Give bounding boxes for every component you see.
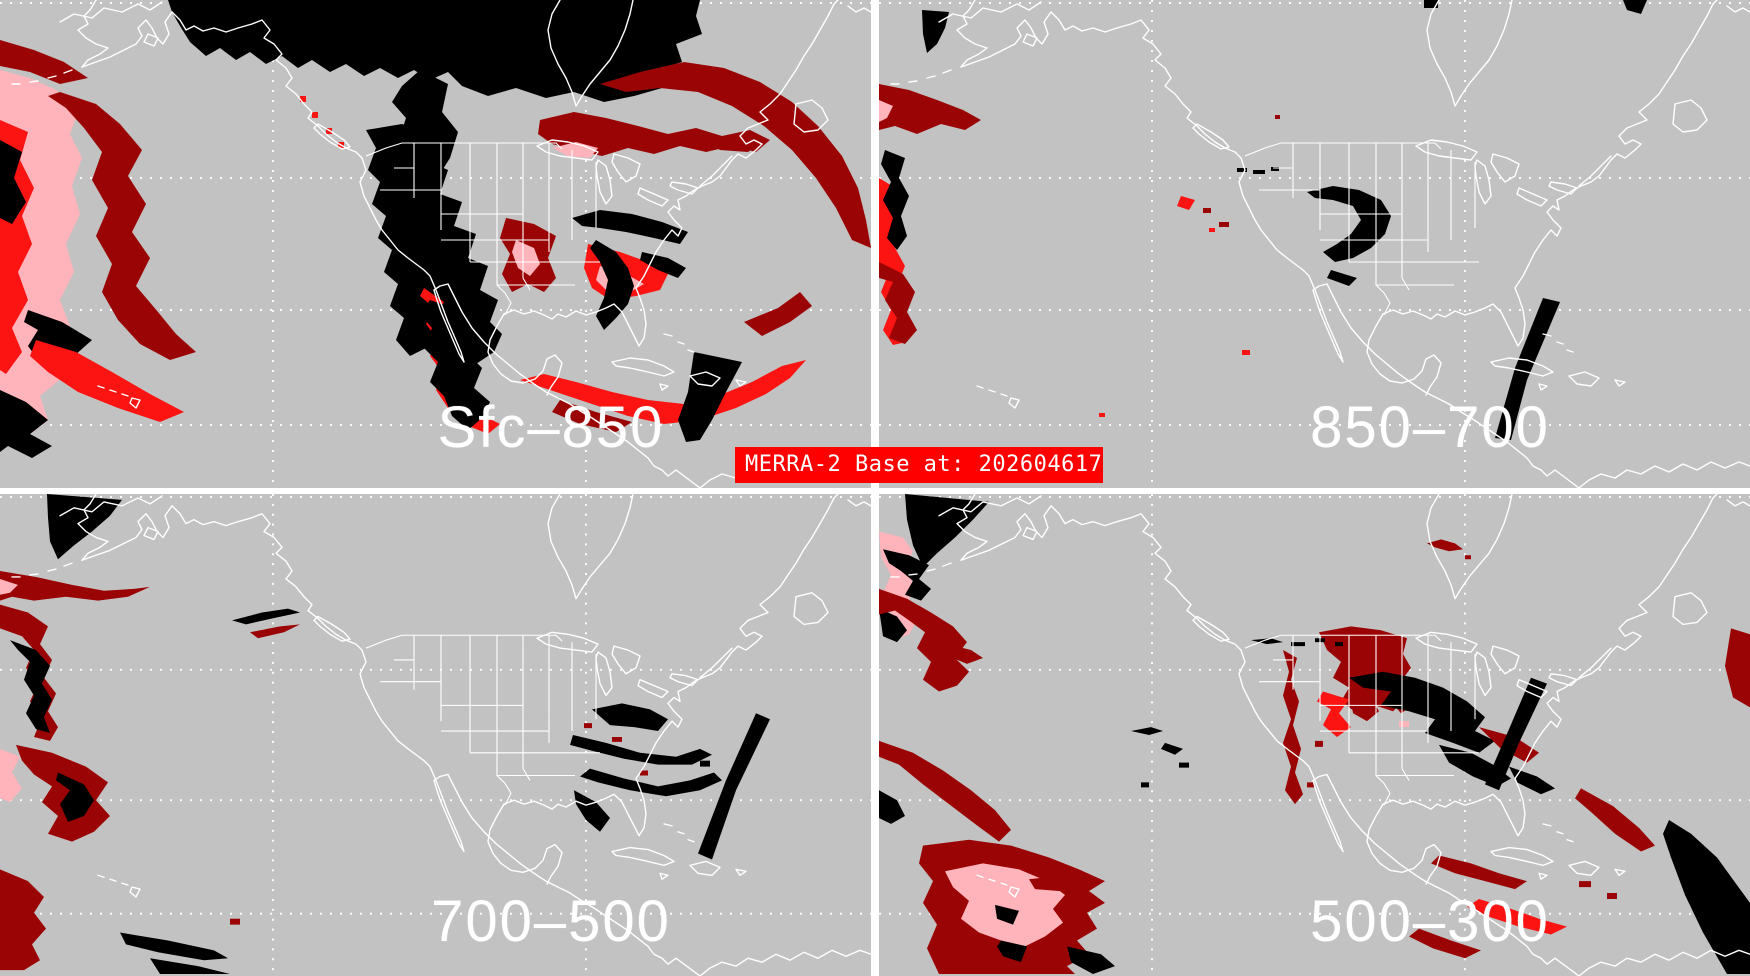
map-500-300 bbox=[879, 494, 1750, 976]
layer-label-700-500: 700–500 bbox=[431, 889, 671, 954]
map-sfc-850 bbox=[0, 0, 871, 488]
data-blobs-500-300 bbox=[879, 494, 1750, 975]
banner-text: MERRA-2 Base at: 202604617 bbox=[745, 452, 1103, 477]
map-850-700 bbox=[879, 0, 1750, 488]
panel-700-500: 700–500 bbox=[0, 494, 871, 976]
layer-label-850-700: 850–700 bbox=[1310, 395, 1550, 460]
base-time-banner: MERRA-2 Base at: 202604617 bbox=[735, 447, 1103, 483]
panel-sfc-850: Sfc–850 bbox=[0, 0, 871, 488]
layer-label-500-300: 500–300 bbox=[1310, 889, 1550, 954]
data-blobs-sfc-850 bbox=[0, 0, 871, 458]
panel-850-700: 850–700 bbox=[879, 0, 1750, 488]
data-blobs-700-500 bbox=[0, 494, 770, 975]
layer-label-sfc-850: Sfc–850 bbox=[437, 395, 665, 460]
map-700-500 bbox=[0, 494, 871, 976]
panel-500-300: 500–300 bbox=[879, 494, 1750, 976]
